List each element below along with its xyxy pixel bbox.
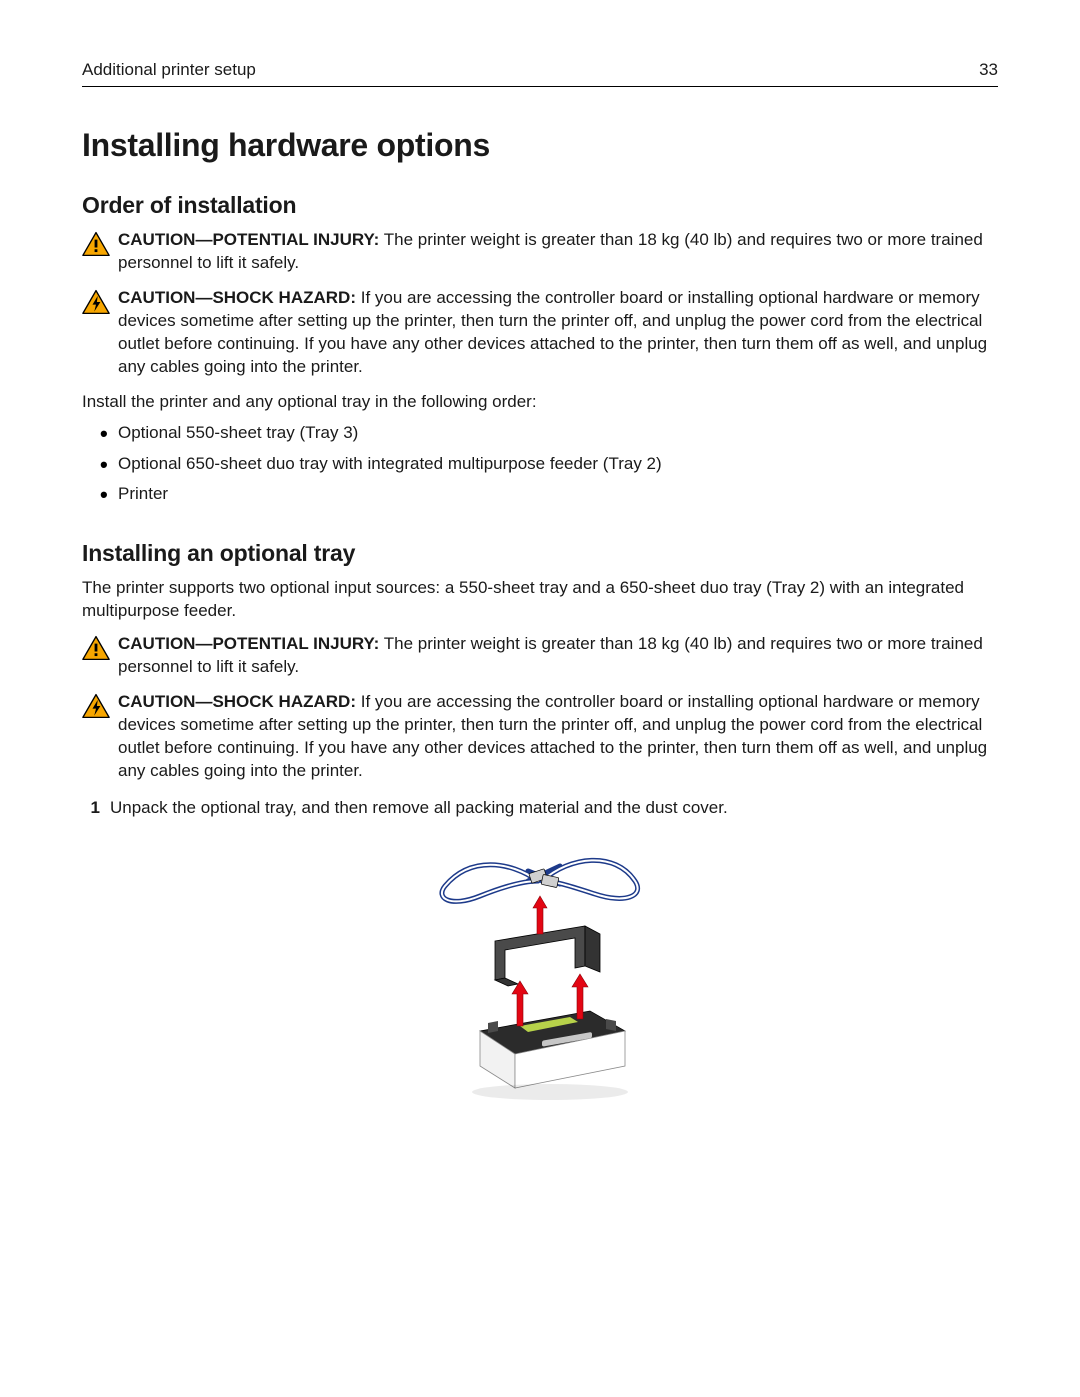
steps-list: 1 Unpack the optional tray, and then rem… <box>82 797 998 820</box>
caution-shock-block: CAUTION—SHOCK HAZARD: If you are accessi… <box>82 287 998 379</box>
header-rule <box>82 86 998 87</box>
caution-shock-text-2: CAUTION—SHOCK HAZARD: If you are accessi… <box>118 691 998 783</box>
step-text: Unpack the optional tray, and then remov… <box>110 797 728 820</box>
caution-injury-label: CAUTION—POTENTIAL INJURY: <box>118 230 379 249</box>
order-item: Optional 550‑sheet tray (Tray 3) <box>118 422 998 445</box>
unpack-tray-figure <box>410 826 670 1106</box>
arrow-up-icon <box>512 981 528 1026</box>
subsection-order-heading: Order of installation <box>82 192 998 219</box>
page-number: 33 <box>979 60 998 80</box>
figure-wrap <box>82 826 998 1106</box>
section-title: Installing hardware options <box>82 127 998 164</box>
tray-intro: The printer supports two optional input … <box>82 577 998 623</box>
caution-shock-block-2: CAUTION—SHOCK HAZARD: If you are accessi… <box>82 691 998 783</box>
caution-injury-icon <box>82 635 110 661</box>
caution-injury-block-2: CAUTION—POTENTIAL INJURY: The printer we… <box>82 633 998 679</box>
step-number: 1 <box>82 797 100 820</box>
caution-shock-icon <box>82 289 110 315</box>
step-item: 1 Unpack the optional tray, and then rem… <box>82 797 998 820</box>
subsection-tray-heading: Installing an optional tray <box>82 540 998 567</box>
caution-injury-text-2: CAUTION—POTENTIAL INJURY: The printer we… <box>118 633 998 679</box>
caution-injury-text: CAUTION—POTENTIAL INJURY: The printer we… <box>118 229 998 275</box>
document-page: Additional printer setup 33 Installing h… <box>0 0 1080 1397</box>
order-list: Optional 550‑sheet tray (Tray 3) Optiona… <box>82 422 998 507</box>
caution-injury-label-2: CAUTION—POTENTIAL INJURY: <box>118 634 379 653</box>
order-item: Optional 650‑sheet duo tray with integra… <box>118 453 998 476</box>
dust-cover <box>495 926 600 986</box>
caution-shock-label: CAUTION—SHOCK HAZARD: <box>118 288 356 307</box>
header-left: Additional printer setup <box>82 60 256 80</box>
order-intro: Install the printer and any optional tra… <box>82 391 998 414</box>
caution-shock-icon <box>82 693 110 719</box>
caution-injury-icon <box>82 231 110 257</box>
running-header: Additional printer setup 33 <box>82 60 998 80</box>
arrow-up-icon <box>533 896 547 934</box>
caution-injury-block: CAUTION—POTENTIAL INJURY: The printer we… <box>82 229 998 275</box>
order-item: Printer <box>118 483 998 506</box>
caution-shock-label-2: CAUTION—SHOCK HAZARD: <box>118 692 356 711</box>
tray-base <box>472 1011 628 1100</box>
caution-shock-text: CAUTION—SHOCK HAZARD: If you are accessi… <box>118 287 998 379</box>
